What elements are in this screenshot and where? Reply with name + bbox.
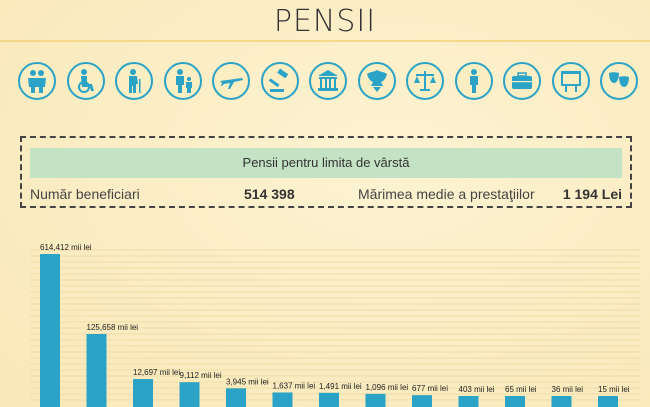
page-title: PENSII — [273, 4, 377, 39]
bar-label-9: 403 mii lei — [459, 385, 495, 394]
elderly-couple-icon[interactable] — [18, 62, 56, 100]
bar-9[interactable] — [458, 396, 479, 407]
briefcase-icon[interactable] — [503, 62, 541, 100]
panel-stats-row: Număr beneficiari 514 398 Mărimea medie … — [30, 186, 622, 204]
bar-3[interactable] — [179, 382, 200, 407]
bar-5[interactable] — [272, 392, 293, 407]
bar-label-4: 3,945 mii lei — [226, 377, 269, 386]
pension-summary-panel: Pensii pentru limita de vârstă Număr ben… — [20, 136, 632, 208]
bar-8[interactable] — [412, 395, 432, 407]
bar-2[interactable] — [133, 379, 153, 407]
coat-of-arms-icon[interactable] — [357, 62, 396, 100]
bar-11[interactable] — [551, 396, 572, 407]
average-benefit-value: 1 194 Lei — [562, 186, 622, 202]
bar-6[interactable] — [319, 392, 339, 407]
bar-4[interactable] — [226, 388, 246, 407]
bar-label-3: 9,112 mii lei — [180, 371, 222, 380]
bar-label-2: 12,697 mii lei — [133, 368, 180, 377]
bar-7[interactable] — [365, 393, 386, 407]
average-benefit-label: Mărimea medie a prestaţiilor — [358, 186, 535, 202]
person-icon[interactable] — [454, 62, 493, 100]
category-icon-row — [18, 62, 638, 104]
bar-label-1: 125,658 mii lei — [87, 323, 139, 332]
wheelchair-icon[interactable] — [66, 62, 105, 100]
judge-gavel-icon[interactable] — [260, 62, 299, 100]
panel-heading: Pensii pentru limita de vârstă — [30, 148, 622, 178]
bar-12[interactable] — [598, 396, 618, 407]
presentation-board-icon[interactable] — [551, 62, 590, 100]
bar-label-8: 677 mii lei — [412, 384, 448, 393]
bar-label-10: 65 mii lei — [505, 385, 537, 394]
bar-10[interactable] — [505, 396, 525, 407]
bar-label-5: 1,637 mii lei — [273, 381, 316, 390]
person-cane-icon[interactable] — [115, 62, 153, 100]
bar-label-12: 15 mii lei — [598, 385, 630, 394]
scales-icon[interactable] — [406, 62, 444, 100]
bar-label-11: 36 mii lei — [552, 385, 584, 394]
bar-label-6: 1,491 mii lei — [319, 382, 362, 391]
bar-0[interactable] — [40, 254, 60, 407]
bar-label-7: 1,096 mii lei — [366, 383, 409, 392]
theater-masks-icon[interactable] — [600, 62, 638, 100]
beneficiaries-value: 514 398 — [244, 186, 295, 202]
parent-child-icon[interactable] — [163, 62, 202, 100]
bar-label-0: 614,412 mii lei — [40, 243, 92, 252]
pension-bar-chart: 614,412 mii lei 125,658 mii lei 12,697 mii… — [30, 243, 640, 407]
beneficiaries-label: Număr beneficiari — [30, 186, 140, 202]
airplane-icon[interactable] — [212, 62, 250, 100]
government-building-icon[interactable] — [309, 62, 347, 100]
title-divider — [0, 40, 650, 42]
bar-1[interactable] — [86, 333, 107, 407]
